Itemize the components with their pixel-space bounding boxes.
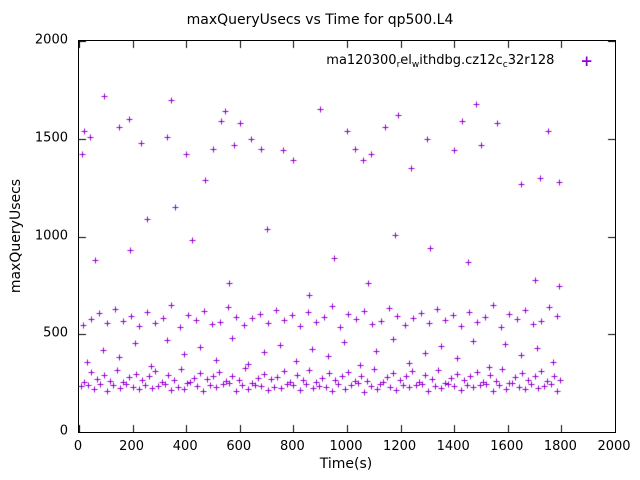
x-tick-label: 0 — [73, 439, 83, 454]
x-tick-label: 1600 — [490, 439, 524, 454]
x-tick-label: 1800 — [543, 439, 577, 454]
x-tick-label: 1000 — [329, 439, 363, 454]
y-tick-label: 0 — [59, 423, 68, 439]
scatter-plot-canvas — [79, 41, 615, 432]
chart-title: maxQueryUsecs vs Time for qp500.L4 — [186, 12, 454, 28]
x-tick-label: 800 — [279, 439, 305, 454]
legend-label-part: el — [400, 53, 412, 68]
y-tick-label: 2000 — [34, 32, 68, 48]
legend-label-part: ma120300 — [326, 53, 397, 68]
plot-area: ma120300relwithdbg.cz12cc32r128 + — [78, 40, 616, 433]
x-tick-label: 2000 — [597, 439, 631, 454]
legend-label-part: c — [502, 60, 508, 70]
x-tick-label: 200 — [119, 439, 145, 454]
y-tick-label: 500 — [43, 325, 68, 341]
x-tick-label: 600 — [226, 439, 252, 454]
x-tick-label: 400 — [172, 439, 198, 454]
x-axis-label: Time(s) — [319, 456, 373, 472]
legend: ma120300relwithdbg.cz12cc32r128 + — [326, 53, 593, 70]
y-tick-label: 1000 — [34, 228, 68, 243]
legend-series-label: ma120300relwithdbg.cz12cc32r128 — [326, 53, 554, 70]
y-tick-label: 1500 — [34, 130, 68, 146]
plus-marker-icon: + — [580, 52, 593, 70]
x-tick-label: 1400 — [436, 439, 470, 454]
legend-label-part: r — [396, 60, 401, 70]
legend-label-part: w — [411, 60, 420, 70]
legend-label-part: 32r128 — [507, 53, 555, 68]
x-tick-label: 1200 — [383, 439, 417, 454]
legend-label-part: ithdbg.cz12c — [419, 53, 503, 68]
